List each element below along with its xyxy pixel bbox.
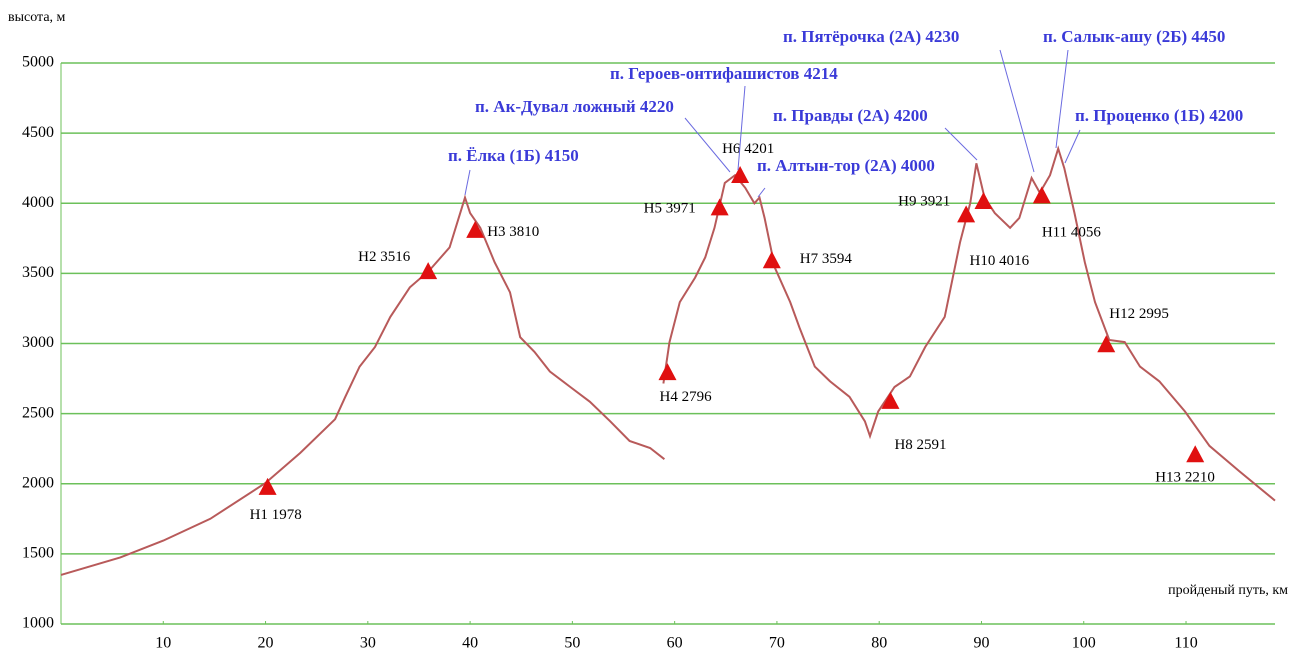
camp-name: Н2 bbox=[358, 250, 376, 266]
camp-label: Н5 3971 bbox=[644, 201, 696, 217]
y-tick-label: 1000 bbox=[22, 615, 54, 632]
camp-marker bbox=[1032, 186, 1051, 204]
camp-height: 4056 bbox=[1071, 225, 1102, 241]
pass-label: п. Салык-ашу (2Б) 4450 bbox=[1043, 27, 1225, 46]
camp-marker bbox=[974, 192, 993, 210]
camp-marker bbox=[658, 363, 677, 381]
y-tick-label: 3500 bbox=[22, 264, 54, 281]
x-tick-label: 110 bbox=[1174, 635, 1197, 652]
camp-name: Н10 bbox=[970, 253, 996, 269]
camp-marker bbox=[1186, 445, 1205, 463]
y-tick-label: 2000 bbox=[22, 474, 54, 491]
pass-label: п. Героев-онтифашистов 4214 bbox=[610, 64, 838, 83]
camp-label: Н12 2995 bbox=[1109, 307, 1169, 323]
camp-label: Н13 2210 bbox=[1155, 470, 1215, 486]
x-tick-label: 60 bbox=[667, 635, 683, 652]
camp-label: Н4 2796 bbox=[659, 390, 712, 406]
pass-label: п. Правды (2А) 4200 bbox=[773, 106, 928, 125]
camp-height: 2796 bbox=[682, 390, 713, 406]
y-tick-label: 4000 bbox=[22, 194, 54, 211]
leader-line bbox=[944, 127, 978, 161]
leader-line bbox=[1064, 129, 1081, 164]
camp-name: Н8 bbox=[894, 437, 912, 453]
camp-marker bbox=[1097, 335, 1116, 353]
camp-marker bbox=[258, 477, 277, 495]
camp-name: Н11 bbox=[1042, 225, 1067, 241]
camp-height: 4016 bbox=[999, 253, 1030, 269]
camp-height: 2210 bbox=[1185, 470, 1215, 486]
y-tick-label: 2500 bbox=[22, 404, 54, 421]
y-tick-label: 5000 bbox=[22, 54, 54, 71]
leader-line bbox=[999, 49, 1035, 173]
camp-marker bbox=[419, 262, 438, 280]
camp-marker bbox=[881, 391, 900, 409]
x-tick-label: 10 bbox=[155, 635, 171, 652]
x-tick-label: 70 bbox=[769, 635, 785, 652]
camp-height: 2591 bbox=[917, 437, 947, 453]
camp-name: Н9 bbox=[898, 194, 916, 210]
x-tick-label: 40 bbox=[462, 635, 478, 652]
x-tick-label: 50 bbox=[564, 635, 580, 652]
camp-label: Н11 4056 bbox=[1042, 225, 1102, 241]
camp-marker bbox=[762, 251, 781, 269]
camp-height: 3516 bbox=[380, 250, 411, 266]
camp-name: Н6 bbox=[722, 141, 741, 157]
camp-label: Н8 2591 bbox=[894, 437, 946, 453]
camp-marker bbox=[957, 205, 976, 223]
camp-name: Н7 bbox=[800, 252, 819, 268]
camp-label: Н3 3810 bbox=[487, 224, 539, 240]
x-tick-label: 90 bbox=[973, 635, 989, 652]
pass-label: п. Алтын-тор (2А) 4000 bbox=[757, 156, 935, 175]
camp-name: Н1 bbox=[250, 507, 268, 523]
camp-height: 3971 bbox=[666, 201, 696, 217]
leader-line bbox=[684, 117, 731, 173]
leader-line bbox=[757, 187, 766, 198]
camp-name: Н12 bbox=[1109, 307, 1135, 323]
camp-height: 2995 bbox=[1139, 307, 1169, 323]
y-tick-label: 3000 bbox=[22, 334, 54, 351]
camp-height: 3810 bbox=[509, 224, 539, 240]
camp-height: 4201 bbox=[744, 141, 774, 157]
elevation-line bbox=[662, 145, 1276, 502]
y-tick-label: 4500 bbox=[22, 124, 54, 141]
camp-name: Н13 bbox=[1155, 470, 1181, 486]
camp-label: Н9 3921 bbox=[898, 194, 950, 210]
camp-marker bbox=[466, 220, 485, 238]
y-tick-label: 1500 bbox=[22, 545, 54, 562]
camp-name: Н3 bbox=[487, 224, 505, 240]
camp-label: Н10 4016 bbox=[970, 253, 1030, 269]
leader-line bbox=[737, 85, 746, 171]
leader-line bbox=[464, 169, 471, 196]
camp-name: Н5 bbox=[644, 201, 662, 217]
camp-label: Н6 4201 bbox=[722, 141, 774, 157]
pass-label: п. Пятёрочка (2А) 4230 bbox=[783, 27, 959, 46]
x-tick-label: 100 bbox=[1072, 635, 1096, 652]
camp-height: 3594 bbox=[822, 252, 853, 268]
pass-label: п. Проценко (1Б) 4200 bbox=[1075, 106, 1243, 125]
camp-marker bbox=[731, 166, 750, 184]
camp-height: 3921 bbox=[920, 194, 950, 210]
x-tick-label: 20 bbox=[258, 635, 274, 652]
x-tick-label: 30 bbox=[360, 635, 376, 652]
elevation-line bbox=[60, 194, 666, 576]
pass-label: п. Ёлка (1Б) 4150 bbox=[448, 146, 579, 165]
pass-label: п. Ак-Дувал ложный 4220 bbox=[475, 97, 674, 116]
x-tick-label: 80 bbox=[871, 635, 887, 652]
camp-height: 1978 bbox=[272, 507, 302, 523]
camp-label: Н7 3594 bbox=[800, 252, 853, 268]
x-axis-label: пройденый путь, км bbox=[1168, 583, 1288, 598]
camp-label: Н1 1978 bbox=[250, 507, 302, 523]
y-axis-label: высота, м bbox=[8, 10, 66, 25]
camp-name: Н4 bbox=[659, 390, 678, 406]
camp-marker bbox=[710, 198, 729, 216]
camp-label: Н2 3516 bbox=[358, 250, 411, 266]
leader-line bbox=[1055, 49, 1069, 149]
